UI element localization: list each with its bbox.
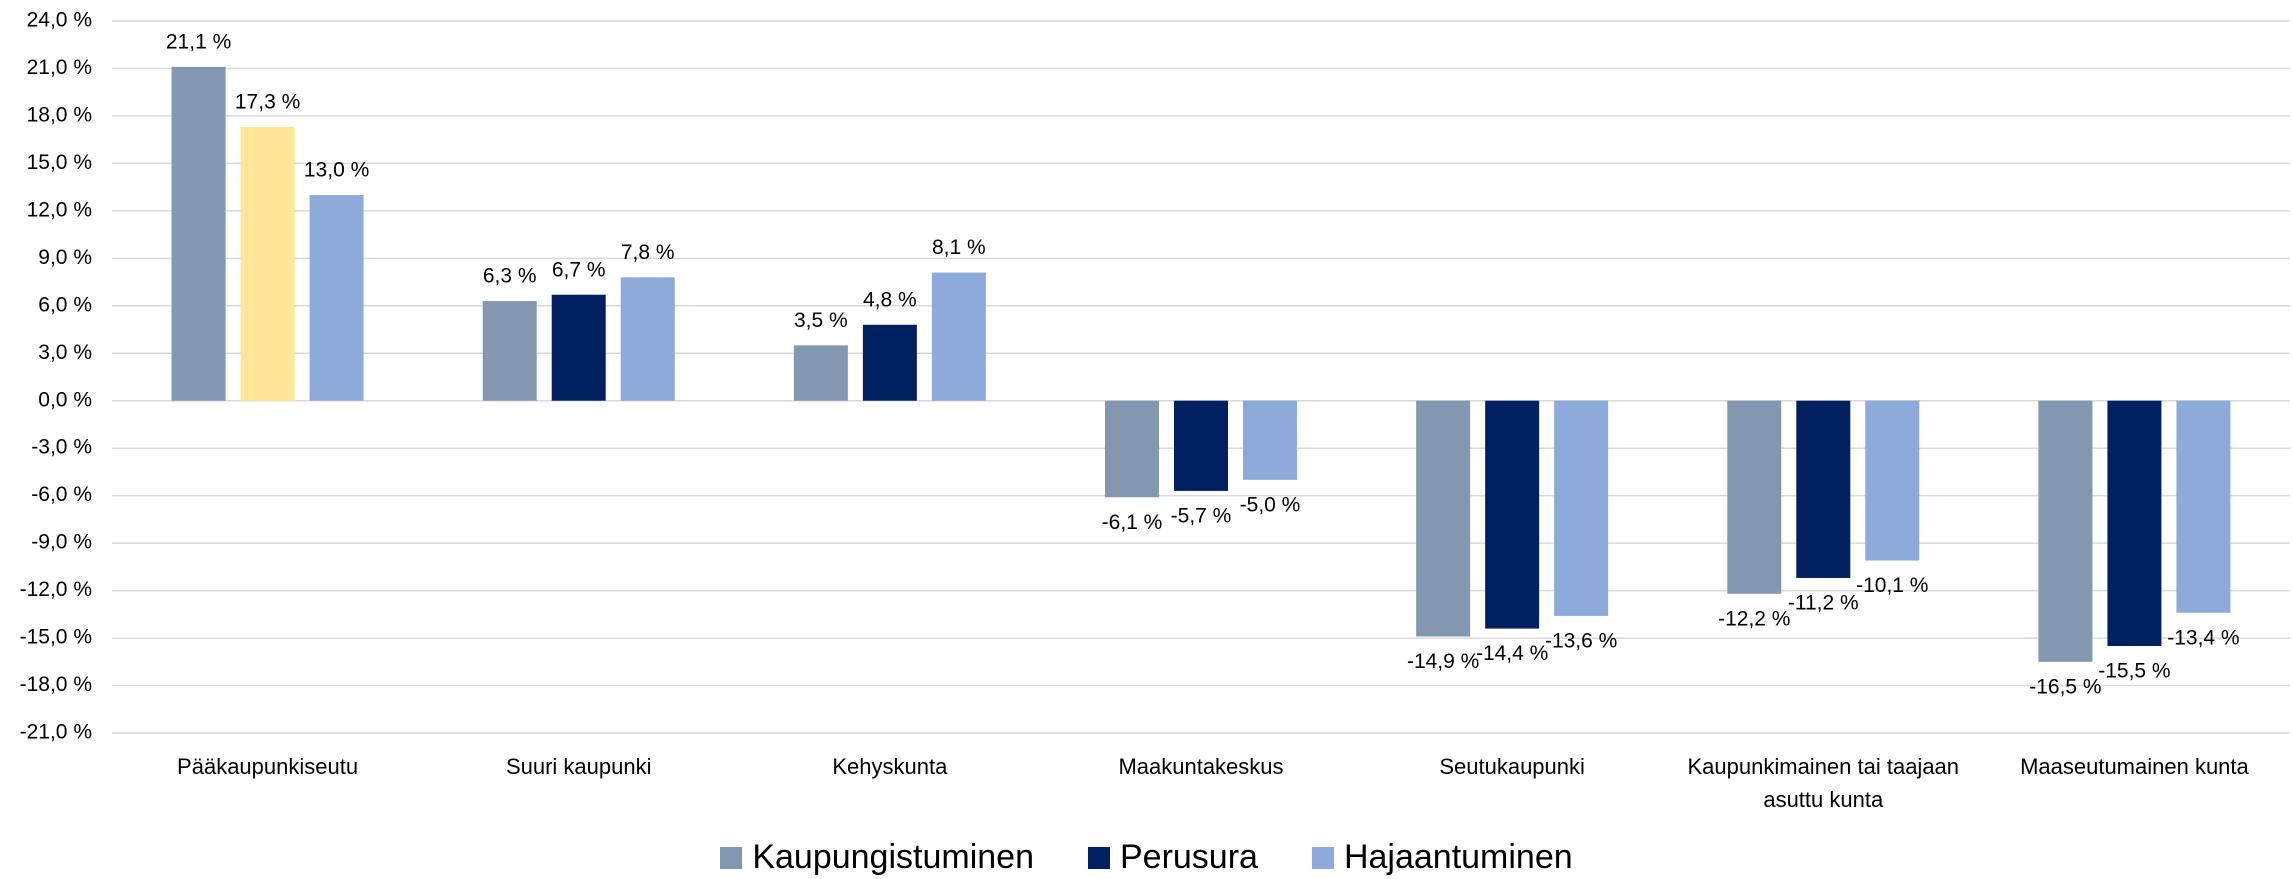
bar bbox=[1796, 400, 1851, 578]
data-label: 6,7 % bbox=[552, 258, 606, 281]
bar bbox=[931, 272, 986, 401]
legend-swatch bbox=[1087, 846, 1110, 869]
y-tick-label: -15,0 % bbox=[20, 626, 92, 649]
legend: Kaupungistuminen Perusura Hajaantuminen bbox=[0, 838, 2293, 877]
y-tick-label: -12,0 % bbox=[20, 578, 92, 601]
x-tick-label: Seutukaupunki bbox=[1439, 754, 1585, 779]
bar bbox=[2038, 400, 2093, 662]
y-tick-label: -6,0 % bbox=[31, 483, 92, 506]
data-label: -5,7 % bbox=[1171, 504, 1232, 527]
data-label: -10,1 % bbox=[1856, 574, 1928, 597]
bar bbox=[793, 345, 848, 401]
data-label: 13,0 % bbox=[304, 159, 369, 182]
x-tick-label: Kaupunkimainen tai taajaan asuttu kunta bbox=[1687, 754, 1960, 812]
data-label: 7,8 % bbox=[621, 241, 675, 264]
bar bbox=[1174, 400, 1228, 491]
y-tick-label: 24,0 % bbox=[27, 9, 92, 32]
data-label: 6,3 % bbox=[483, 265, 537, 288]
legend-item: Hajaantuminen bbox=[1311, 838, 1573, 877]
bar bbox=[1105, 400, 1159, 498]
data-label: -15,5 % bbox=[2098, 660, 2170, 683]
y-tick-label: 0,0 % bbox=[38, 388, 92, 411]
y-tick-label: -9,0 % bbox=[31, 531, 92, 554]
data-label: -11,2 % bbox=[1788, 591, 1859, 614]
y-tick-label: 18,0 % bbox=[27, 103, 92, 126]
data-label: 8,1 % bbox=[932, 236, 986, 259]
data-label: 3,5 % bbox=[794, 309, 848, 332]
bar bbox=[1865, 400, 1920, 561]
y-tick-label: -3,0 % bbox=[31, 436, 92, 459]
x-tick-label: Maaseutumainen kunta bbox=[2020, 754, 2249, 779]
bar bbox=[2107, 400, 2162, 646]
data-label: 21,1 % bbox=[166, 30, 231, 53]
bar bbox=[1554, 400, 1609, 616]
bar bbox=[309, 195, 364, 401]
bar bbox=[240, 127, 295, 401]
data-label: -14,4 % bbox=[1476, 642, 1548, 665]
bar bbox=[171, 66, 226, 401]
data-label: 17,3 % bbox=[235, 91, 300, 114]
legend-swatch bbox=[1311, 846, 1334, 869]
data-label: -13,4 % bbox=[2167, 626, 2239, 649]
bar bbox=[620, 277, 675, 401]
x-tick-label: Kehyskunta bbox=[832, 754, 948, 779]
data-label: -5,0 % bbox=[1240, 493, 1301, 516]
legend-swatch bbox=[720, 846, 743, 869]
legend-item: Kaupungistuminen bbox=[720, 838, 1034, 877]
bar bbox=[862, 324, 917, 401]
bar bbox=[1243, 400, 1297, 480]
legend-label: Hajaantuminen bbox=[1343, 838, 1573, 876]
y-tick-label: -18,0 % bbox=[20, 673, 92, 696]
data-label: -16,5 % bbox=[2029, 675, 2101, 698]
bar bbox=[2176, 400, 2231, 613]
x-tick-label: Pääkaupunkiseutu bbox=[177, 754, 359, 779]
y-tick-label: 21,0 % bbox=[27, 56, 92, 79]
legend-label: Perusura bbox=[1119, 838, 1258, 876]
bar bbox=[1727, 400, 1782, 594]
legend-label: Kaupungistuminen bbox=[752, 838, 1034, 876]
y-tick-label: 6,0 % bbox=[38, 293, 92, 316]
y-tick-label: 9,0 % bbox=[38, 246, 92, 269]
data-label: 4,8 % bbox=[863, 288, 917, 311]
bar bbox=[1485, 400, 1540, 629]
x-tick-label: Suuri kaupunki bbox=[505, 754, 652, 779]
legend-item: Perusura bbox=[1087, 838, 1258, 877]
x-tick-label: Maakuntakeskus bbox=[1118, 754, 1284, 779]
y-tick-label: -21,0 % bbox=[20, 721, 92, 744]
bar bbox=[482, 301, 537, 401]
y-tick-label: 3,0 % bbox=[38, 341, 92, 364]
y-tick-label: 12,0 % bbox=[27, 198, 92, 221]
data-label: -13,6 % bbox=[1545, 629, 1617, 652]
bar bbox=[1416, 400, 1471, 637]
data-label: -6,1 % bbox=[1102, 511, 1163, 534]
data-label: -14,9 % bbox=[1407, 650, 1479, 673]
data-label: -12,2 % bbox=[1718, 607, 1790, 630]
bar bbox=[551, 294, 606, 401]
y-tick-label: 15,0 % bbox=[27, 151, 92, 174]
